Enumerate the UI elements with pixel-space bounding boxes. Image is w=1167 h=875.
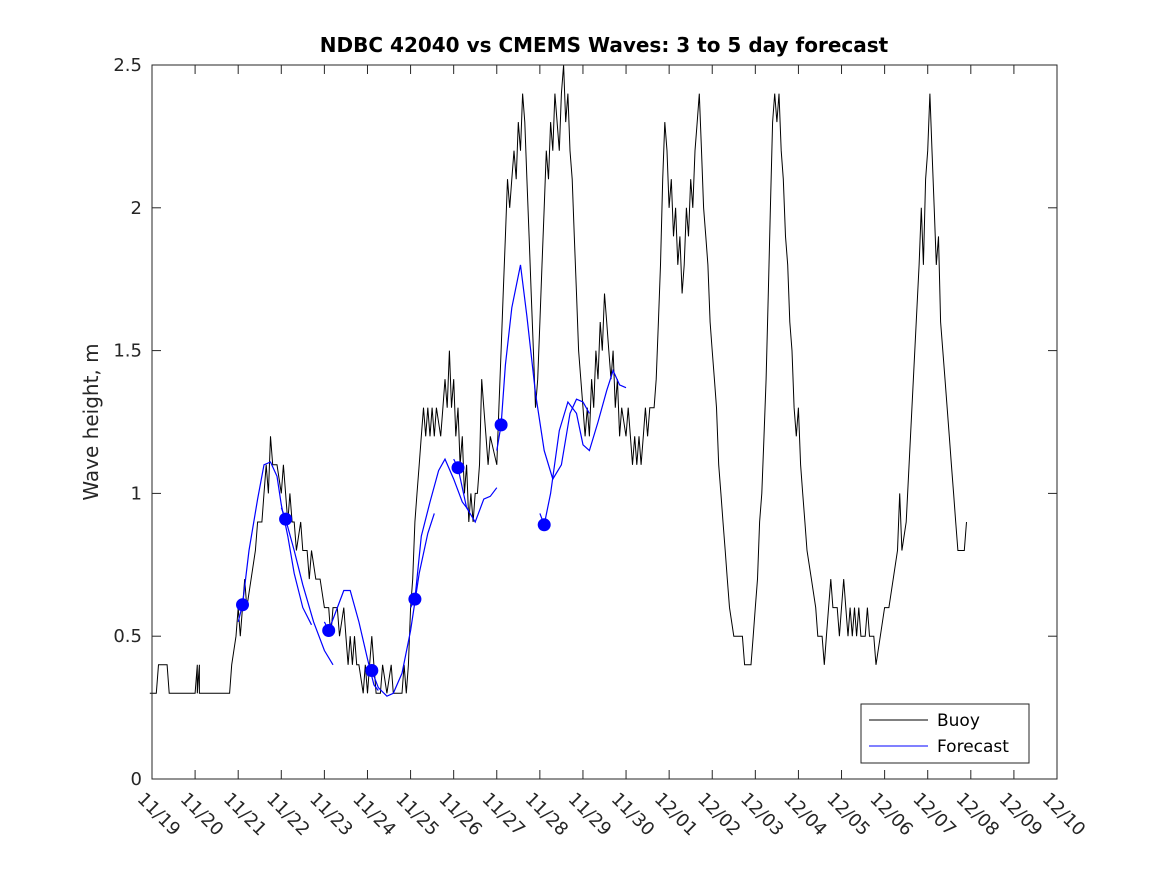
buoy-line	[149, 64, 967, 694]
forecast-marker-4	[365, 664, 379, 677]
forecast-series	[236, 264, 627, 697]
plot-frame	[151, 64, 1058, 780]
forecast-marker-3	[322, 624, 336, 637]
legend: Buoy Forecast	[860, 703, 1030, 764]
y-tick-label-1.5: 1.5	[113, 341, 142, 362]
legend-box	[860, 703, 1030, 764]
forecast-line-7	[496, 264, 590, 481]
forecast-marker-2	[279, 512, 293, 526]
forecast-marker-7	[494, 418, 508, 432]
y-axis-label: Wave height, m	[79, 343, 103, 500]
forecast-line-8	[539, 368, 627, 527]
legend-forecast-label: Forecast	[937, 737, 1009, 757]
y-tick-label-2: 2	[131, 198, 142, 219]
y-tick-label-2.5: 2.5	[113, 55, 142, 76]
forecast-marker-5	[408, 592, 422, 606]
plot-area	[152, 65, 1057, 779]
buoy-series	[149, 64, 967, 694]
y-tick-label-0: 0	[131, 769, 142, 790]
chart-title: NDBC 42040 vs CMEMS Waves: 3 to 5 day fo…	[320, 33, 889, 57]
forecast-line-5	[410, 457, 470, 608]
y-tick-label-1: 1	[131, 483, 142, 504]
forecast-line-1	[237, 461, 313, 626]
forecast-marker-6	[451, 461, 465, 475]
forecast-marker-8	[537, 518, 551, 532]
legend-buoy-label: Buoy	[937, 711, 980, 731]
forecast-line-4	[367, 513, 435, 697]
forecast-marker-1	[236, 598, 249, 612]
y-tick-label-0.5: 0.5	[113, 626, 142, 647]
